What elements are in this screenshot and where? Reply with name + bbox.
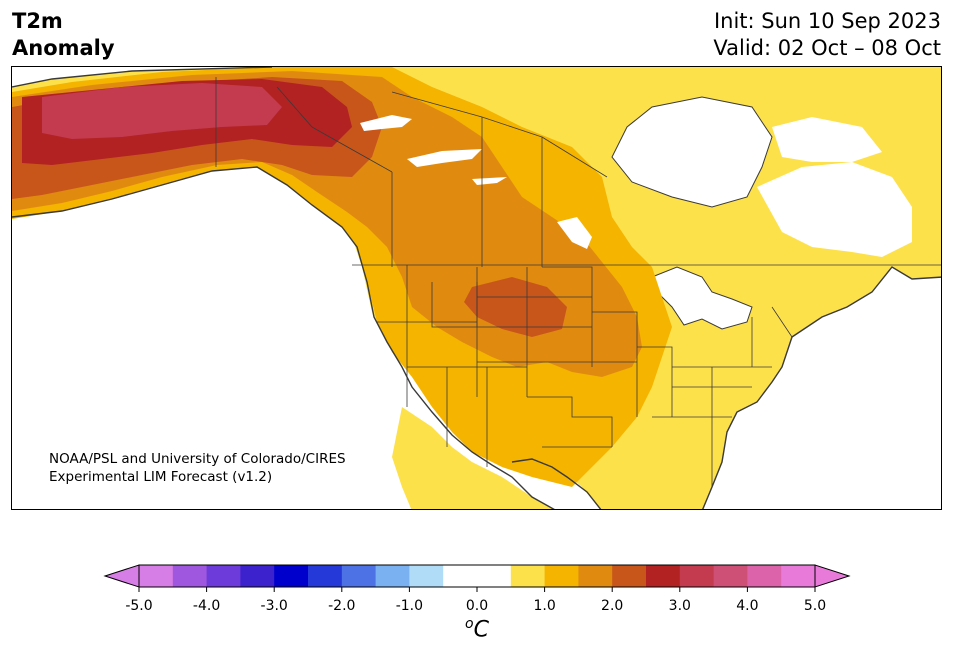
lake-athabasca (472, 177, 507, 185)
coastlines (12, 67, 941, 509)
init-date: Init: Sun 10 Sep 2023 (713, 9, 941, 33)
unit-letter: C (473, 617, 489, 643)
colorbar-cell (612, 565, 647, 587)
land-mexico (392, 407, 554, 509)
credit-block: NOAA/PSL and University of Colorado/CIRE… (49, 450, 346, 486)
lake-winnipeg (557, 217, 592, 249)
labrador-white (772, 117, 882, 162)
colorbar-cell (274, 565, 309, 587)
colorbar-cell (510, 565, 546, 587)
colorbar-tick-label: 3.0 (668, 598, 691, 614)
plains-max (464, 277, 567, 337)
colorbar-over-arrow (814, 564, 851, 588)
colorbar-tick-label: 1.0 (533, 598, 556, 614)
colorbar-tick-label: -3.0 (260, 598, 288, 614)
great-bear-lake (360, 115, 412, 131)
colorbar-cell (240, 565, 275, 587)
colorbar-cell (578, 565, 613, 587)
valid-date: Valid: 02 Oct – 08 Oct (713, 36, 941, 60)
anomaly-map (12, 67, 941, 509)
colorbar-cell (713, 565, 748, 587)
colorbar-cell (172, 565, 208, 587)
colorbar-cell (375, 565, 410, 587)
great-lakes (651, 266, 753, 330)
unit-degree: o (465, 616, 474, 632)
quebec-white (757, 162, 912, 257)
variable-title: T2m (12, 9, 63, 33)
credit-line-1: NOAA/PSL and University of Colorado/CIRE… (49, 451, 346, 467)
colorbar-cell (341, 565, 377, 587)
colorbar-tick-label: 5.0 (803, 598, 827, 614)
colorbar-unit: oC (465, 616, 489, 642)
state-borders (215, 77, 941, 487)
land-level-6 (42, 83, 282, 139)
colorbar-cell (679, 565, 715, 587)
hudson-bay (611, 96, 773, 208)
colorbar-under-arrow (103, 564, 140, 588)
colorbar-tick-label: 4.0 (736, 598, 759, 614)
map-panel (11, 66, 942, 510)
colorbar-cell (308, 565, 343, 587)
credit-line-2: Experimental LIM Forecast (v1.2) (49, 469, 273, 485)
colorbar-cell (544, 565, 579, 587)
colorbar-cell (206, 565, 241, 587)
colorbar-cell (443, 565, 478, 587)
colorbar-tick-marks (138, 587, 816, 592)
colorbar-tick-label: 2.0 (601, 598, 624, 614)
colorbar-cell (409, 565, 444, 587)
colorbar-cell (781, 565, 816, 587)
colorbar-cell (139, 565, 174, 587)
colorbar-cells (139, 565, 816, 587)
colorbar-tick-label: 0.0 (465, 598, 489, 614)
colorbar-tick-label: -2.0 (328, 598, 356, 614)
date-block: Init: Sun 10 Sep 2023 Valid: 02 Oct – 08… (713, 8, 941, 62)
colorbar-cell (646, 565, 681, 587)
title-block: T2m Anomaly (12, 8, 115, 62)
colorbar-tick-label: -4.0 (192, 598, 221, 614)
colorbar-tick-label: -5.0 (125, 598, 153, 614)
colorbar-tick-label: -1.0 (395, 598, 424, 614)
variable-subtitle: Anomaly (12, 36, 115, 60)
colorbar-cell (747, 565, 782, 587)
great-slave-lake (407, 149, 482, 167)
colorbar-cell (477, 565, 512, 587)
